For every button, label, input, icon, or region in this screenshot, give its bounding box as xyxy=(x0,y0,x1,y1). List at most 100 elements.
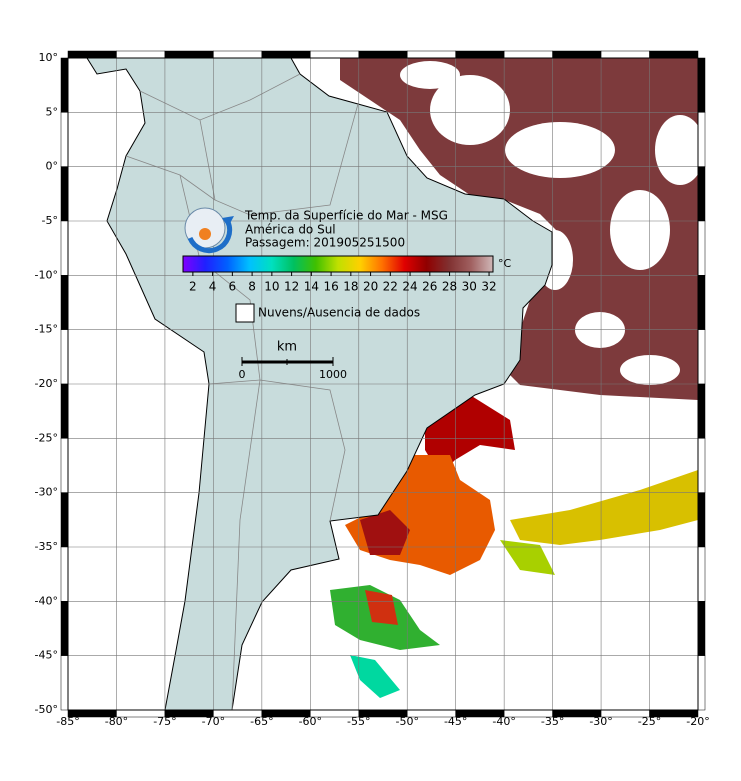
colorbar-tick-label: 4 xyxy=(209,280,217,294)
border-band xyxy=(697,220,706,276)
border-band xyxy=(60,166,69,222)
colorbar-ticks: 2 4 6 8 10 12 14 16 18 20 22 24 26 28 30 32 xyxy=(189,272,497,294)
scale-label: 0 xyxy=(239,368,246,381)
x-tick-label: -65° xyxy=(250,715,273,728)
border-band xyxy=(261,50,311,59)
pass-time: Passagem: 201905251500 xyxy=(245,236,405,250)
y-tick-label: 0° xyxy=(46,160,59,173)
border-band xyxy=(60,655,69,711)
x-tick-label: -70° xyxy=(202,715,225,728)
border-band xyxy=(697,601,706,656)
border-band xyxy=(697,275,706,330)
border-band xyxy=(697,438,706,493)
x-tick-label: -85° xyxy=(56,715,79,728)
colorbar-tick-label: 14 xyxy=(304,280,319,294)
border-band xyxy=(600,50,650,59)
border-band xyxy=(116,50,166,59)
border-band xyxy=(164,50,214,59)
border-band xyxy=(552,50,602,59)
logo xyxy=(184,207,234,254)
border-band xyxy=(310,50,360,59)
legend-label: Nuvens/Ausencia de dados xyxy=(258,306,420,320)
y-tick-label: -15° xyxy=(35,323,58,336)
colorbar-tick-label: 24 xyxy=(402,280,417,294)
border-band xyxy=(67,50,117,59)
y-tick-label: -25° xyxy=(35,431,58,444)
border-band xyxy=(649,50,699,59)
border-band xyxy=(697,329,706,385)
x-tick-label: -30° xyxy=(589,715,612,728)
colorbar-tick-label: 16 xyxy=(323,280,338,294)
border-band xyxy=(697,112,706,167)
colorbar-tick-label: 6 xyxy=(229,280,237,294)
axis-ticks: -85° -80° -75° -70° -65° -60° -55° -50° -45° -40°… xyxy=(35,51,710,728)
x-tick-label: -55° xyxy=(347,715,370,728)
y-tick-label: 5° xyxy=(46,105,59,118)
x-tick-label: -45° xyxy=(444,715,467,728)
y-tick-label: -45° xyxy=(35,649,58,662)
border-band xyxy=(60,57,69,113)
scale-bar xyxy=(241,357,334,366)
sst-cyan xyxy=(350,655,400,698)
colorbar-tick-label: 20 xyxy=(363,280,378,294)
colorbar-tick-label: 22 xyxy=(383,280,398,294)
y-tick-label: -50° xyxy=(35,703,58,716)
sst-yellow xyxy=(510,470,698,545)
border-band xyxy=(60,329,69,385)
border-band xyxy=(406,50,456,59)
border-band xyxy=(60,492,69,548)
y-tick-label: -40° xyxy=(35,594,58,607)
border-band xyxy=(503,50,553,59)
border-band xyxy=(60,112,69,167)
border-band xyxy=(455,50,505,59)
legend-swatch xyxy=(235,303,255,323)
x-tick-label: -75° xyxy=(153,715,176,728)
x-tick-label: -20° xyxy=(686,715,709,728)
colorbar-unit: °C xyxy=(498,257,512,270)
y-tick-label: -35° xyxy=(35,540,58,553)
colorbar-tick-label: 32 xyxy=(481,280,496,294)
sst-darkred xyxy=(360,510,410,555)
y-tick-label: -20° xyxy=(35,377,58,390)
y-tick-label: -30° xyxy=(35,486,58,499)
colorbar-tick-label: 18 xyxy=(343,280,358,294)
colorbar xyxy=(182,255,494,273)
border-band xyxy=(60,546,69,602)
x-tick-label: -25° xyxy=(638,715,661,728)
border-band xyxy=(60,220,69,276)
colorbar-tick-label: 2 xyxy=(189,280,197,294)
border-band xyxy=(213,50,263,59)
scale-unit: km xyxy=(277,340,297,355)
border-band xyxy=(697,546,706,602)
subtitle: América do Sul xyxy=(245,223,336,237)
x-tick-label: -60° xyxy=(299,715,322,728)
border-band xyxy=(697,492,706,548)
border-band xyxy=(60,601,69,656)
frame xyxy=(67,57,699,711)
x-tick-label: -50° xyxy=(395,715,418,728)
border-band xyxy=(60,383,69,439)
sst-red-south xyxy=(365,590,398,625)
x-tick-label: -35° xyxy=(541,715,564,728)
x-tick-label: -80° xyxy=(105,715,128,728)
x-tick-label: -40° xyxy=(492,715,515,728)
border-band xyxy=(697,57,706,113)
border-band xyxy=(60,275,69,330)
colorbar-tick-label: 28 xyxy=(442,280,457,294)
scale-label: 1000 xyxy=(319,368,347,381)
colorbar-tick-label: 10 xyxy=(264,280,279,294)
border-band xyxy=(697,166,706,222)
border-band xyxy=(358,50,408,59)
y-tick-label: -10° xyxy=(35,268,58,281)
colorbar-tick-label: 8 xyxy=(248,280,256,294)
border-band xyxy=(60,438,69,493)
colorbar-tick-label: 30 xyxy=(462,280,477,294)
cloud-gaps xyxy=(400,61,698,385)
border-band xyxy=(697,655,706,711)
y-tick-label: -5° xyxy=(42,214,58,227)
border-band xyxy=(697,383,706,439)
y-tick-label: 10° xyxy=(39,51,59,64)
title: Temp. da Superfície do Mar - MSG xyxy=(244,209,448,223)
colorbar-tick-label: 12 xyxy=(284,280,299,294)
